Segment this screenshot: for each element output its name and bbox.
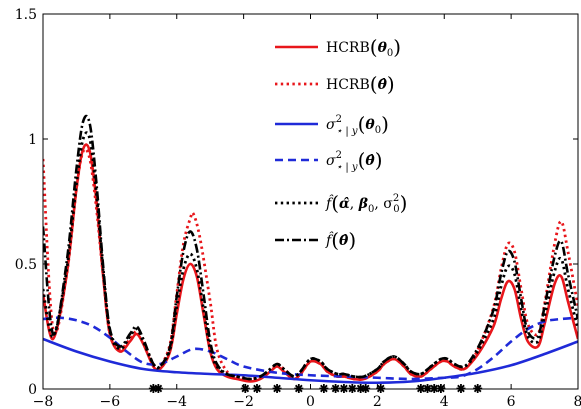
observation-marker [473, 384, 483, 393]
series-line-3 [43, 337, 578, 385]
legend: HCRB(θ0) HCRB(θ̂) σ2 ⋆ | y(θ0) σ2 ⋆ | y(θ̂… [268, 28, 450, 252]
observation-marker [436, 384, 446, 393]
observation-markers [148, 384, 483, 393]
observation-marker [319, 384, 329, 393]
series-line-6 [43, 114, 578, 381]
legend-box [268, 28, 450, 252]
x-tick-label: −6 [100, 394, 121, 409]
observation-marker [240, 384, 250, 393]
observation-marker [339, 384, 349, 393]
observation-marker [294, 384, 304, 393]
legend-label-hcrb-theta0: HCRB(θ0) [326, 35, 401, 59]
x-tick-label: −4 [166, 394, 187, 409]
x-tick-label: 4 [440, 394, 449, 409]
series-line-4 [43, 316, 578, 381]
x-tick-label: 2 [373, 394, 382, 409]
observation-marker [376, 384, 386, 393]
y-tick-label: 0.5 [15, 257, 37, 273]
y-tick-label: 1 [28, 132, 37, 148]
x-tick-label: −2 [233, 394, 254, 409]
observation-marker [252, 384, 262, 393]
x-tick-label: 8 [574, 394, 581, 409]
legend-label-sigma-theta0: σ2 ⋆ | y(θ0) [326, 112, 389, 137]
legend-label-hcrb-thetahat: HCRB(θ̂) [326, 72, 395, 96]
legend-label-fhat-alphahat: f̂(α̂, β0, σ2 0) [325, 191, 407, 215]
observation-marker [361, 384, 371, 393]
observation-marker [456, 384, 466, 393]
observation-marker [347, 384, 357, 393]
x-tick-label: −8 [33, 394, 54, 409]
observation-marker [153, 384, 163, 393]
series-line-1 [43, 143, 578, 383]
y-tick-label: 1.5 [15, 7, 37, 23]
y-tick-label: 0 [28, 382, 37, 398]
series-layer [43, 114, 578, 385]
x-tick-label: 0 [306, 394, 315, 409]
observation-marker [272, 384, 282, 393]
observation-marker [416, 384, 426, 393]
observation-marker [331, 384, 341, 393]
x-tick-label: 6 [507, 394, 516, 409]
series-line-5 [43, 131, 578, 381]
tick-marks: −8 −6 −4 −2 0 2 4 6 8 0 0.5 1 1.5 [15, 7, 581, 409]
